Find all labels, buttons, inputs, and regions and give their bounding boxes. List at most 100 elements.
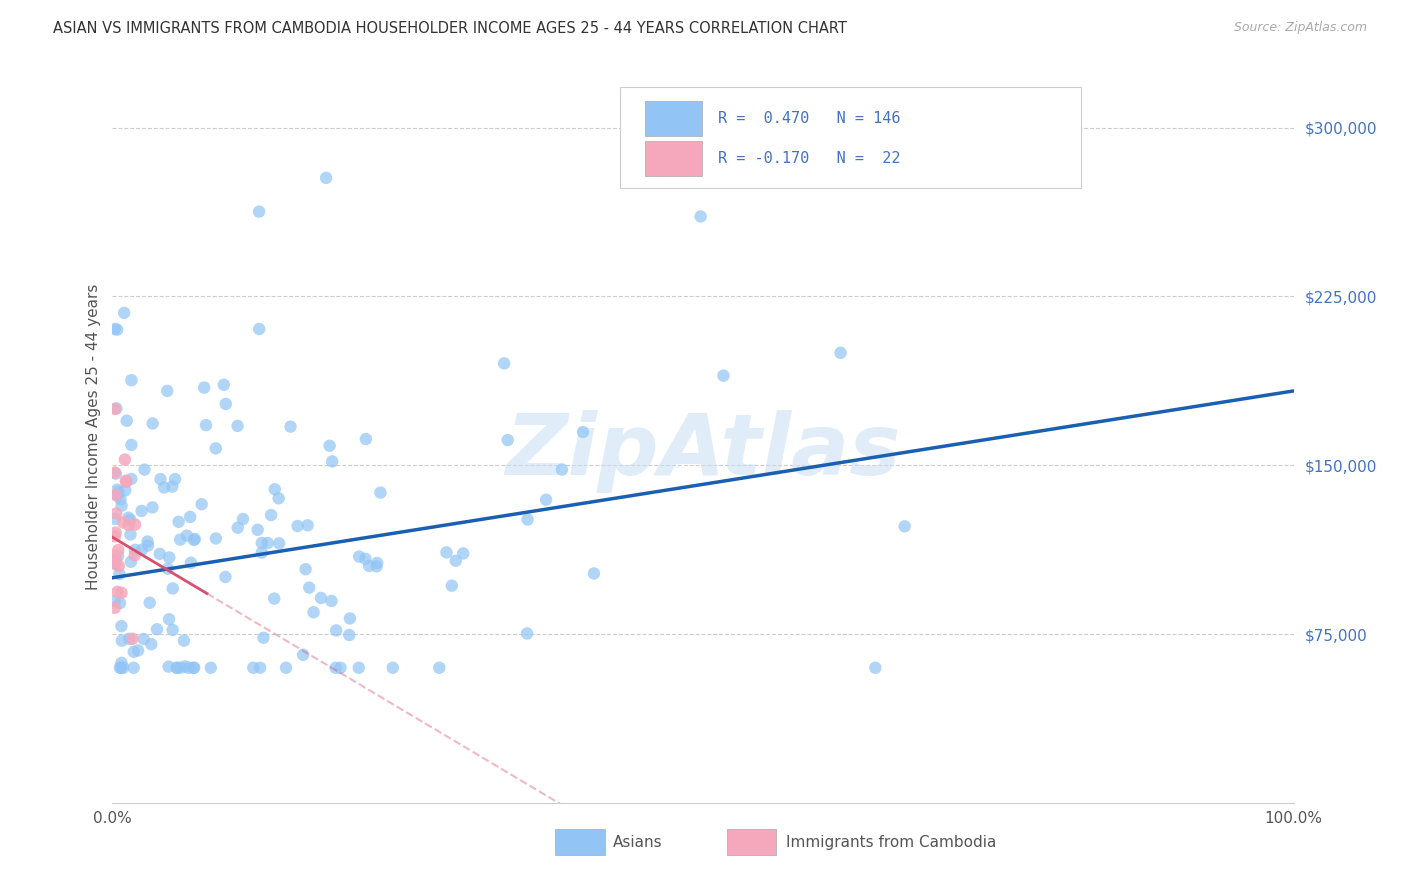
Point — [427, 661, 450, 675]
Point — [274, 661, 297, 675]
Point — [302, 605, 325, 619]
Point — [366, 559, 388, 574]
Point — [247, 322, 270, 336]
Point — [162, 479, 184, 493]
Point — [157, 550, 180, 565]
Point — [325, 624, 347, 638]
Point — [134, 462, 156, 476]
Point — [297, 518, 319, 533]
Point — [318, 439, 340, 453]
Point — [359, 558, 381, 573]
Point — [104, 512, 127, 526]
Point — [121, 632, 143, 646]
Point — [212, 377, 235, 392]
Point — [112, 516, 135, 530]
Point — [713, 368, 735, 383]
Point — [108, 567, 131, 582]
Point — [120, 555, 142, 569]
Point — [893, 519, 915, 533]
Point — [104, 551, 127, 566]
Point — [260, 508, 283, 522]
Point — [280, 419, 302, 434]
Point — [329, 661, 352, 675]
Point — [104, 488, 127, 502]
Point — [166, 661, 188, 675]
Point — [141, 637, 163, 651]
Point — [104, 322, 127, 336]
Point — [104, 594, 127, 608]
Point — [122, 661, 145, 675]
Point — [249, 661, 271, 675]
Point — [174, 659, 197, 673]
Point — [572, 425, 595, 439]
Point — [226, 521, 249, 535]
Point — [250, 546, 273, 560]
Point — [315, 170, 337, 185]
Point — [321, 594, 343, 608]
Point — [149, 547, 172, 561]
Point — [131, 542, 153, 557]
Point — [104, 525, 127, 540]
Point — [141, 500, 163, 515]
Point — [104, 552, 127, 566]
Point — [156, 562, 179, 576]
Bar — [645, 102, 702, 136]
Point — [354, 432, 377, 446]
Point — [122, 645, 145, 659]
Point — [127, 643, 149, 657]
Point — [183, 661, 205, 675]
Point — [104, 557, 127, 571]
Point — [120, 438, 142, 452]
Point — [124, 548, 146, 562]
Point — [120, 527, 142, 541]
Text: Immigrants from Cambodia: Immigrants from Cambodia — [786, 835, 995, 850]
Point — [146, 622, 169, 636]
Point — [436, 545, 458, 559]
Point — [179, 509, 201, 524]
Point — [176, 528, 198, 542]
Point — [105, 483, 128, 497]
Point — [114, 483, 136, 498]
Point — [366, 556, 388, 570]
Point — [167, 515, 190, 529]
Point — [169, 533, 191, 547]
Point — [582, 566, 605, 581]
Text: ASIAN VS IMMIGRANTS FROM CAMBODIA HOUSEHOLDER INCOME AGES 25 - 44 YEARS CORRELAT: ASIAN VS IMMIGRANTS FROM CAMBODIA HOUSEH… — [53, 21, 848, 37]
Point — [226, 418, 249, 433]
Point — [298, 581, 321, 595]
Point — [149, 472, 172, 486]
Point — [250, 536, 273, 550]
Point — [370, 485, 392, 500]
Point — [104, 549, 127, 563]
Point — [183, 533, 205, 547]
Point — [114, 452, 136, 467]
Point — [166, 661, 188, 675]
Point — [115, 414, 138, 428]
Point — [267, 536, 290, 550]
Point — [494, 356, 516, 370]
Point — [107, 584, 129, 599]
Point — [267, 491, 290, 506]
Point — [183, 661, 205, 675]
Point — [162, 582, 184, 596]
Point — [165, 472, 187, 486]
Point — [117, 510, 139, 524]
Point — [184, 532, 207, 546]
Point — [325, 661, 347, 675]
Point — [180, 556, 202, 570]
Point — [339, 611, 361, 625]
Point — [496, 433, 519, 447]
Point — [110, 586, 132, 600]
Point — [214, 570, 236, 584]
Bar — [555, 830, 605, 855]
Point — [108, 596, 131, 610]
Point — [157, 659, 180, 673]
Point — [195, 418, 218, 433]
Point — [121, 373, 143, 387]
Text: R = -0.170   N =  22: R = -0.170 N = 22 — [718, 151, 901, 166]
Point — [287, 519, 309, 533]
Point — [104, 600, 127, 615]
Point — [689, 210, 711, 224]
Point — [381, 661, 404, 675]
Point — [112, 661, 135, 675]
